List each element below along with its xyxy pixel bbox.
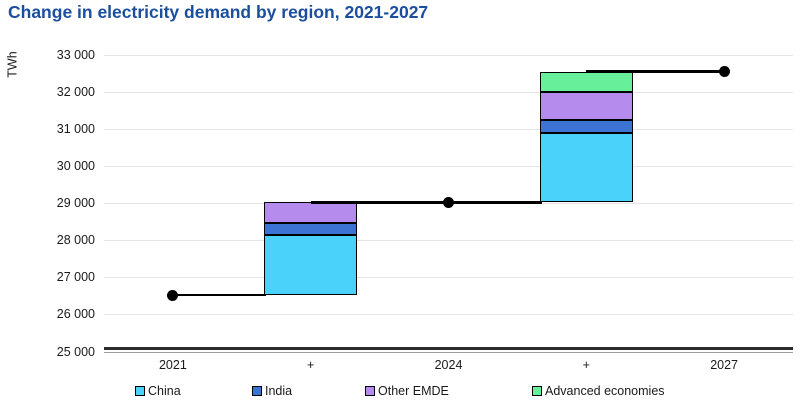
gridline: [104, 165, 793, 167]
total-marker-2027: [718, 66, 730, 78]
y-tick-label: 32 000: [56, 84, 95, 99]
y-tick-label: 30 000: [56, 158, 95, 173]
bar-segment-india: [264, 223, 358, 236]
chart-title: Change in electricity demand by region, …: [8, 2, 429, 22]
y-tick-label: 29 000: [56, 196, 95, 210]
legend-item-china: China: [135, 384, 181, 398]
x-axis-line: [104, 347, 793, 350]
bar-segment-other-emde: [264, 202, 358, 224]
gridline: [104, 277, 793, 279]
bar-segment-advanced-economies: [539, 71, 633, 93]
y-tick-label: 27 000: [56, 270, 95, 285]
gridline: [104, 314, 793, 316]
x-tick-label: +: [307, 358, 315, 372]
bar-segment-india: [539, 119, 633, 133]
gridline: [104, 240, 793, 242]
legend-swatch-india: [252, 386, 262, 396]
y-tick-label: 26 000: [56, 307, 95, 322]
legend-item-india: India: [252, 384, 292, 398]
y-tick-label: 28 000: [56, 233, 95, 248]
step-line-2021: [172, 293, 267, 297]
y-tick-label: 33 000: [56, 47, 95, 62]
step-line-2027: [586, 70, 725, 73]
gridline: [104, 54, 793, 56]
x-tick-label: 2027: [710, 358, 738, 372]
legend-label: China: [148, 384, 181, 398]
legend-swatch-other-emde: [365, 386, 375, 396]
gridline: [104, 128, 793, 130]
legend-label: Other EMDE: [378, 384, 449, 398]
legend-label: Advanced economies: [545, 384, 665, 398]
legend-label: India: [265, 384, 293, 398]
bar-segment-china: [264, 235, 358, 296]
total-marker-2021: [167, 289, 179, 301]
bar-segment-china: [539, 132, 633, 203]
step-line-2024: [310, 201, 542, 204]
y-tick-label: 31 000: [56, 121, 95, 136]
legend-swatch-advanced-economies: [532, 386, 542, 396]
x-tick-label: 2024: [434, 358, 463, 372]
legend-item-advanced-economies: Advanced economies: [532, 384, 665, 398]
x-axis-secondary-line: [104, 351, 793, 353]
total-marker-2024: [443, 196, 454, 208]
x-tick-label: +: [582, 358, 590, 372]
y-tick-label: 25 000: [56, 344, 95, 359]
legend-item-other-emde: Other EMDE: [365, 384, 449, 398]
gridline: [104, 91, 793, 93]
x-tick-label: 2021: [158, 358, 187, 372]
bar-segment-other-emde: [539, 92, 633, 120]
legend-swatch-china: [135, 386, 145, 396]
